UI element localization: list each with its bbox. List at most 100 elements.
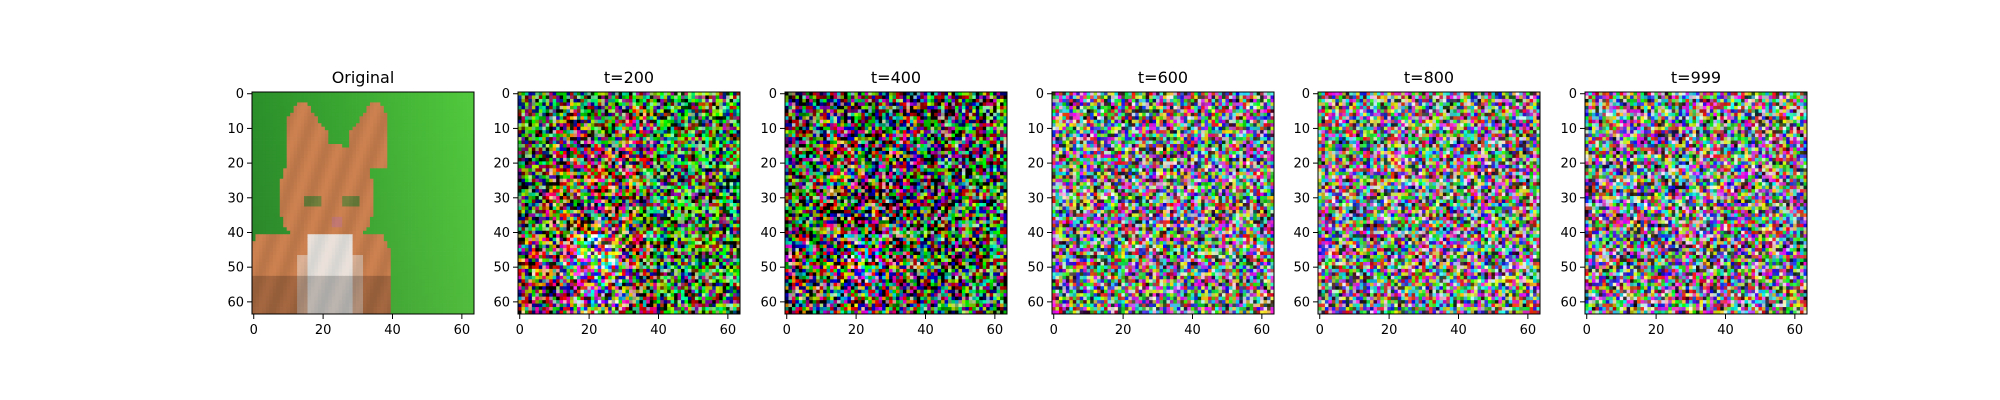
pixel (297, 220, 301, 224)
pixel (360, 276, 364, 280)
pixel (360, 224, 364, 228)
pixel (401, 144, 405, 148)
pixel (591, 137, 595, 141)
pixel (733, 92, 737, 96)
pixel (429, 307, 433, 311)
pixel (384, 172, 388, 176)
pixel (532, 102, 536, 106)
pixel (716, 130, 720, 134)
pixel (443, 290, 447, 294)
pixel (294, 206, 298, 210)
pixel (429, 123, 433, 127)
pixel (311, 116, 315, 120)
pixel (262, 283, 266, 287)
pixel (443, 99, 447, 103)
pixel (280, 206, 284, 210)
pixel (453, 196, 457, 200)
pixel (380, 217, 384, 221)
pixel (419, 130, 423, 134)
pixel (401, 186, 405, 190)
pixel (318, 255, 322, 259)
pixel (412, 224, 416, 228)
pixel (457, 293, 461, 297)
pixel (366, 106, 370, 110)
pixel (712, 116, 716, 120)
pixel (450, 116, 454, 120)
pixel (422, 213, 426, 217)
pixel (328, 234, 332, 238)
pixel (415, 168, 419, 172)
pixel (412, 144, 416, 148)
pixel (280, 283, 284, 287)
pixel (387, 109, 391, 113)
pixel (685, 95, 689, 99)
pixel (685, 130, 689, 134)
pixel (539, 113, 543, 117)
pixel (709, 123, 713, 127)
pixel (518, 123, 522, 127)
pixel (280, 113, 284, 117)
pixel (301, 186, 305, 190)
pixel (266, 158, 270, 162)
pixel (363, 109, 367, 113)
pixel (377, 193, 381, 197)
pixel (353, 196, 357, 200)
pixel (308, 154, 312, 158)
pixel (432, 234, 436, 238)
pixel (432, 182, 436, 186)
pixel (342, 134, 346, 138)
pixel (377, 231, 381, 235)
pixel (408, 193, 412, 197)
pixel (370, 144, 374, 148)
pixel (325, 123, 329, 127)
pixel (370, 182, 374, 186)
pixel (425, 92, 429, 96)
pixel (422, 290, 426, 294)
pixel (262, 113, 266, 117)
pixel (304, 283, 308, 287)
pixel (353, 290, 357, 294)
pixel (532, 137, 536, 141)
pixel (273, 307, 277, 311)
pixel (287, 259, 291, 263)
pixel (321, 255, 325, 259)
pixel (542, 127, 546, 131)
pixel (464, 200, 468, 204)
pixel (311, 241, 315, 245)
pixel (453, 297, 457, 301)
pixel (580, 113, 584, 117)
pixel (276, 161, 280, 165)
pixel (332, 227, 336, 231)
pixel (252, 252, 256, 256)
pixel (266, 255, 270, 259)
pixel (570, 113, 574, 117)
pixel (695, 106, 699, 110)
pixel (287, 300, 291, 304)
pixel (276, 252, 280, 256)
pixel (266, 276, 270, 280)
pixel (290, 231, 294, 235)
pixel (273, 151, 277, 155)
pixel (664, 123, 668, 127)
pixel (308, 95, 312, 99)
pixel (460, 95, 464, 99)
pixel (353, 141, 357, 145)
pixel (695, 113, 699, 117)
pixel (301, 116, 305, 120)
pixel (321, 276, 325, 280)
pixel (373, 276, 377, 280)
pixel (273, 297, 277, 301)
pixel (255, 168, 259, 172)
pixel (308, 175, 312, 179)
pixel (308, 276, 312, 280)
pixel (311, 220, 315, 224)
pixel (314, 116, 318, 120)
pixel (380, 259, 384, 263)
pixel (391, 148, 395, 152)
pixel (360, 141, 364, 145)
pixel (639, 130, 643, 134)
pixel (380, 165, 384, 169)
pixel (622, 137, 626, 141)
pixel (401, 307, 405, 311)
pixel (363, 265, 367, 269)
